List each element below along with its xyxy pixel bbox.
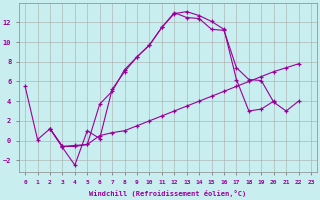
X-axis label: Windchill (Refroidissement éolien,°C): Windchill (Refroidissement éolien,°C) [90,190,247,197]
